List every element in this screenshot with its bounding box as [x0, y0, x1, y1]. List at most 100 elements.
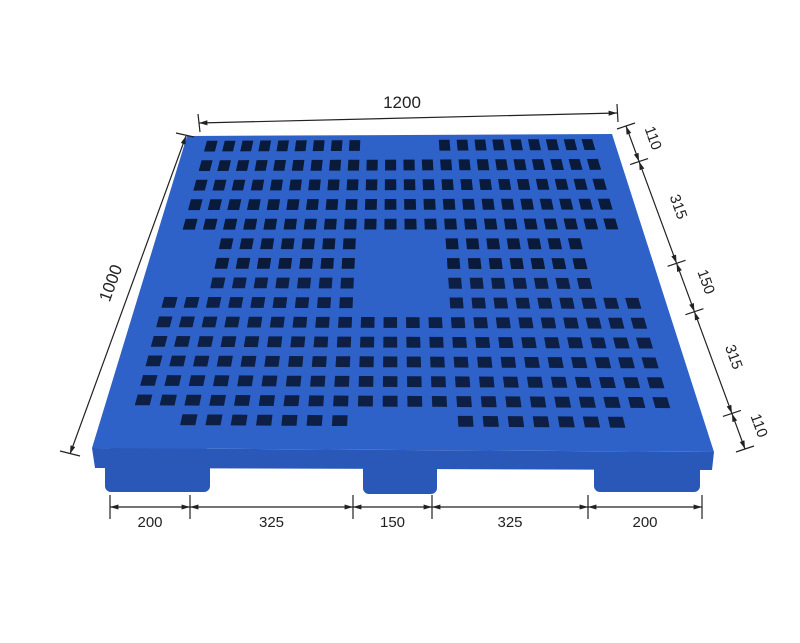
deck-hole — [140, 375, 158, 386]
deck-hole — [482, 416, 499, 427]
deck-hole — [521, 337, 537, 349]
deck-hole — [462, 198, 475, 210]
dimension-front: 200 325 150 325 200 — [109, 495, 703, 531]
deck-hole — [182, 218, 198, 230]
side-dimension-label: 315 — [666, 192, 691, 221]
deck-hole — [234, 395, 251, 406]
deck-hole — [406, 317, 420, 328]
deck-hole — [145, 355, 163, 367]
deck-hole — [342, 238, 356, 250]
deck-hole — [550, 376, 568, 388]
deck-hole — [540, 317, 557, 329]
deck-hole — [283, 218, 297, 230]
deck-hole — [500, 356, 517, 368]
deck-hole — [220, 336, 237, 347]
deck-hole — [430, 356, 445, 368]
deck-hole — [318, 277, 333, 289]
deck-hole — [336, 336, 352, 348]
deck-hole — [382, 395, 398, 407]
deck-hole — [283, 395, 300, 407]
deck-hole — [260, 238, 275, 250]
deck-hole — [261, 375, 278, 387]
deck-hole — [240, 140, 254, 152]
deck-hole — [256, 257, 272, 269]
deck-hole — [465, 238, 480, 250]
deck-hole — [197, 336, 214, 347]
deck-hole — [598, 377, 616, 388]
deck-hole — [608, 317, 625, 329]
deck-hole — [322, 238, 336, 250]
deck-hole — [406, 356, 422, 368]
deck-hole — [289, 179, 302, 191]
deck-hole — [543, 218, 558, 230]
deck-hole — [484, 218, 498, 230]
deck-hole — [365, 179, 378, 191]
deck-hole — [222, 140, 236, 152]
deck-hole — [406, 336, 421, 348]
deck-hole — [550, 159, 564, 170]
deck-hole — [582, 416, 601, 428]
side-dimension-label: 315 — [721, 342, 746, 371]
deck-hole — [467, 258, 482, 269]
deck-hole — [205, 297, 222, 308]
deck-hole — [515, 297, 531, 309]
deck-hole — [471, 297, 486, 309]
deck-hole — [524, 357, 540, 368]
deck-hole — [613, 337, 630, 349]
deck-hole — [512, 277, 528, 289]
deck-hole — [250, 297, 266, 308]
deck-hole — [280, 238, 295, 250]
deck-hole — [312, 140, 325, 152]
deck-hole — [498, 337, 514, 348]
deck-hole — [622, 377, 641, 389]
dimension-line — [638, 161, 678, 264]
deck-hole — [325, 199, 339, 210]
deck-hole — [603, 218, 619, 230]
deck-hole — [450, 317, 466, 329]
deck-hole — [308, 179, 321, 191]
deck-hole — [384, 218, 397, 230]
deck-hole — [646, 377, 665, 389]
deck-hole — [383, 317, 398, 328]
deck-hole — [535, 178, 550, 190]
deck-hole — [403, 159, 415, 171]
deck-hole — [507, 416, 525, 428]
deck-hole — [341, 258, 355, 269]
deck-hole — [209, 394, 226, 406]
deck-hole — [169, 355, 186, 367]
deck-hole — [460, 179, 473, 190]
deck-hole — [431, 396, 448, 407]
deck-hole — [528, 139, 541, 151]
deck-hole — [557, 416, 575, 428]
deck-hole — [333, 395, 349, 407]
deck-hole — [475, 337, 491, 348]
deck-hole — [308, 395, 324, 407]
deck-hole — [385, 159, 397, 171]
side-dimension-label: 150 — [693, 267, 718, 296]
deck-hole — [477, 356, 493, 368]
deck-hole — [313, 336, 329, 348]
deck-hole — [159, 394, 177, 406]
deck-hole — [288, 356, 304, 367]
deck-hole — [597, 198, 613, 210]
deck-hole — [264, 355, 280, 367]
deck-hole — [210, 277, 226, 289]
deck-hole — [452, 337, 467, 348]
pallet-skirt — [92, 448, 714, 470]
deck-hole — [516, 179, 531, 190]
deck-hole — [240, 355, 257, 367]
deck-hole — [404, 218, 417, 230]
deck-hole — [299, 258, 313, 269]
deck-hole — [358, 376, 374, 387]
deck-hole — [441, 179, 454, 190]
deck-hole — [492, 139, 505, 151]
deck-hole — [224, 316, 240, 328]
deck-hole — [335, 356, 351, 368]
deck-hole — [250, 179, 265, 191]
deck-hole — [193, 179, 208, 191]
dimension-line — [731, 413, 746, 450]
deck-hole — [339, 297, 353, 309]
deck-hole — [458, 159, 471, 171]
deck-hole — [421, 159, 434, 171]
